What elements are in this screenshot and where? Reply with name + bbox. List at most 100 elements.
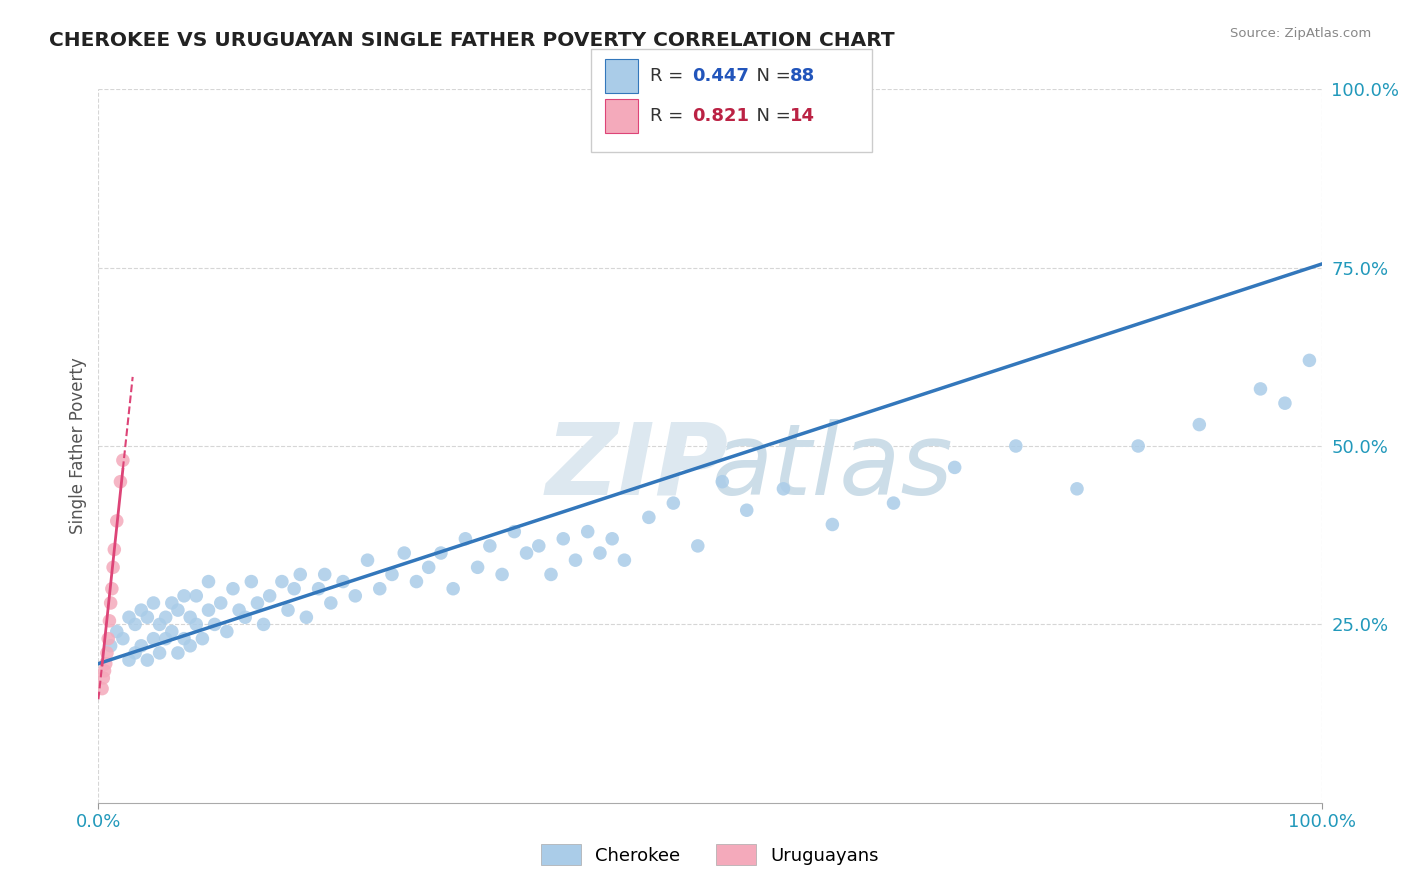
- Point: [240, 574, 263, 589]
- Point: [1128, 439, 1150, 453]
- Text: 14: 14: [790, 107, 815, 125]
- Point: [101, 582, 124, 596]
- Point: [503, 524, 526, 539]
- Point: [515, 546, 537, 560]
- Point: [111, 632, 134, 646]
- Point: [124, 617, 146, 632]
- Point: [772, 482, 794, 496]
- Point: [600, 532, 623, 546]
- Point: [735, 503, 758, 517]
- Point: [97, 632, 120, 646]
- Point: [91, 671, 114, 685]
- Point: [1274, 396, 1296, 410]
- Point: [283, 582, 305, 596]
- Point: [1004, 439, 1026, 453]
- Point: [233, 610, 256, 624]
- Point: [142, 596, 165, 610]
- Point: [314, 567, 336, 582]
- Point: [197, 574, 219, 589]
- Point: [686, 539, 709, 553]
- Point: [149, 617, 172, 632]
- Point: [160, 624, 183, 639]
- Point: [883, 496, 905, 510]
- Point: [186, 617, 208, 632]
- Point: [540, 567, 562, 582]
- Point: [136, 610, 159, 624]
- Point: [662, 496, 685, 510]
- Text: atlas: atlas: [711, 419, 953, 516]
- Point: [105, 514, 128, 528]
- Point: [96, 646, 118, 660]
- Point: [167, 646, 190, 660]
- Point: [430, 546, 453, 560]
- Point: [277, 603, 299, 617]
- Point: [142, 632, 165, 646]
- Point: [93, 664, 115, 678]
- Point: [215, 624, 238, 639]
- Point: [228, 603, 250, 617]
- Point: [129, 603, 152, 617]
- Point: [441, 582, 464, 596]
- Point: [111, 453, 134, 467]
- Point: [418, 560, 440, 574]
- Point: [392, 546, 416, 560]
- Point: [167, 603, 190, 617]
- Point: [344, 589, 367, 603]
- Text: R =: R =: [650, 107, 689, 125]
- Point: [129, 639, 152, 653]
- Point: [1188, 417, 1211, 432]
- Point: [191, 632, 214, 646]
- Point: [467, 560, 489, 574]
- Point: [290, 567, 312, 582]
- Point: [613, 553, 636, 567]
- Point: [246, 596, 269, 610]
- Point: [118, 610, 141, 624]
- Point: [149, 646, 172, 660]
- Point: [478, 539, 501, 553]
- Point: [332, 574, 354, 589]
- Point: [576, 524, 599, 539]
- Point: [821, 517, 844, 532]
- Point: [356, 553, 378, 567]
- Point: [124, 646, 146, 660]
- Point: [711, 475, 734, 489]
- Point: [98, 614, 121, 628]
- Point: [155, 610, 177, 624]
- Point: [103, 542, 125, 557]
- Point: [368, 582, 391, 596]
- Point: [105, 624, 128, 639]
- Point: [564, 553, 586, 567]
- Point: [1066, 482, 1088, 496]
- Point: [259, 589, 281, 603]
- Point: [943, 460, 966, 475]
- Legend: Cherokee, Uruguayans: Cherokee, Uruguayans: [534, 837, 886, 872]
- Point: [1298, 353, 1320, 368]
- Point: [155, 632, 177, 646]
- Point: [222, 582, 245, 596]
- Point: [1249, 382, 1271, 396]
- Point: [118, 653, 141, 667]
- Text: N =: N =: [745, 107, 797, 125]
- Point: [553, 532, 575, 546]
- Text: 0.447: 0.447: [692, 67, 748, 85]
- Point: [491, 567, 513, 582]
- Point: [100, 596, 122, 610]
- Point: [270, 574, 294, 589]
- Point: [101, 560, 124, 574]
- Point: [295, 610, 318, 624]
- Point: [179, 610, 201, 624]
- Point: [252, 617, 274, 632]
- Point: [454, 532, 477, 546]
- Text: R =: R =: [650, 67, 689, 85]
- Point: [160, 596, 183, 610]
- Text: N =: N =: [745, 67, 797, 85]
- Point: [136, 653, 159, 667]
- Point: [173, 632, 195, 646]
- Point: [197, 603, 219, 617]
- Point: [186, 589, 208, 603]
- Point: [589, 546, 612, 560]
- Point: [637, 510, 661, 524]
- Point: [527, 539, 550, 553]
- Point: [308, 582, 330, 596]
- Text: Source: ZipAtlas.com: Source: ZipAtlas.com: [1230, 27, 1371, 40]
